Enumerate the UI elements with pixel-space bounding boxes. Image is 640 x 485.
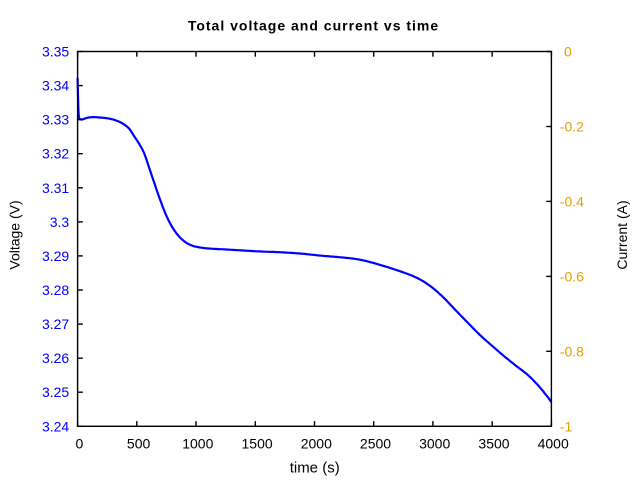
svg-text:3.32: 3.32 [42,146,69,162]
svg-text:3.26: 3.26 [42,350,69,366]
svg-text:3.24: 3.24 [42,418,69,434]
svg-text:Current (A): Current (A) [614,200,630,269]
svg-text:3000: 3000 [419,435,450,451]
svg-text:4000: 4000 [538,435,569,451]
svg-text:-1: -1 [560,418,573,434]
svg-text:-0.2: -0.2 [560,119,584,135]
svg-text:3.28: 3.28 [42,282,69,298]
svg-text:-0.8: -0.8 [560,343,584,359]
svg-text:1500: 1500 [242,435,273,451]
svg-text:1000: 1000 [182,435,213,451]
svg-text:3.31: 3.31 [42,180,69,196]
svg-text:3.29: 3.29 [42,248,69,264]
svg-text:Total voltage and current vs t: Total voltage and current vs time [188,17,439,33]
svg-text:3.3: 3.3 [50,214,70,230]
svg-text:3.33: 3.33 [42,112,69,128]
svg-text:0: 0 [564,44,572,60]
svg-text:3.27: 3.27 [42,316,69,332]
svg-text:0: 0 [76,435,84,451]
svg-text:2000: 2000 [301,435,332,451]
svg-text:3.34: 3.34 [42,78,69,94]
svg-text:3.25: 3.25 [42,384,69,400]
svg-text:time (s): time (s) [290,460,340,477]
svg-text:3500: 3500 [478,435,509,451]
svg-text:-0.6: -0.6 [560,268,584,284]
svg-text:Voltage (V): Voltage (V) [7,200,23,269]
svg-text:2500: 2500 [360,435,391,451]
svg-text:-0.4: -0.4 [560,193,584,209]
svg-text:3.35: 3.35 [42,44,69,60]
svg-text:500: 500 [127,435,151,451]
